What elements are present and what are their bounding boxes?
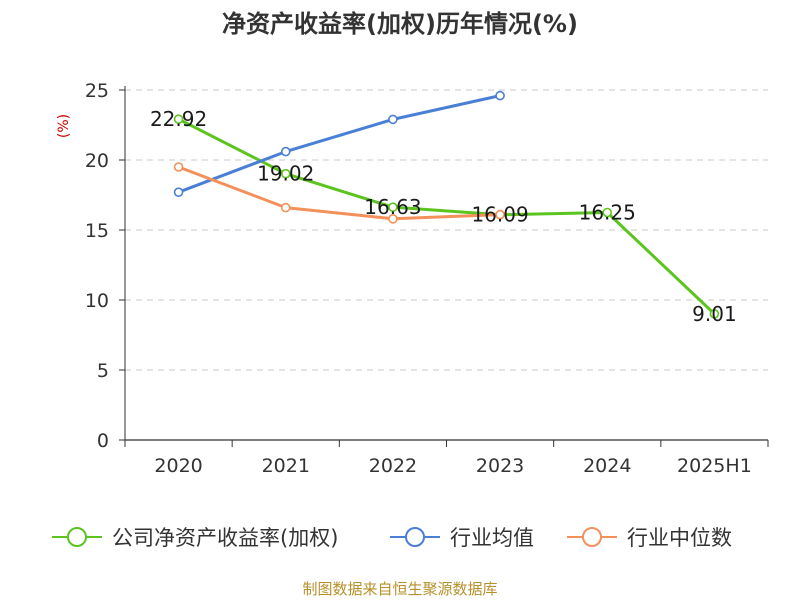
legend-label: 行业均值 [450,526,534,550]
x-tick-label: 2022 [369,455,417,477]
data-point [388,202,398,212]
data-label: 22.92 [150,107,207,131]
y-tick-label: 20 [85,150,109,172]
y-axis-label: (%) [56,114,72,138]
y-tick-label: 10 [85,290,109,312]
data-point [173,162,184,172]
source-note: 制图数据来自恒生聚源数据库 [302,580,497,598]
data-label: 19.02 [257,162,314,186]
data-label: 16.09 [471,203,528,227]
grid-lines [125,89,768,371]
series-lines [173,90,720,319]
legend-item: 行业中位数 [567,526,732,550]
legend-label: 公司净资产收益率(加权) [112,526,338,550]
data-point [280,202,291,213]
y-tick-label: 25 [85,80,109,102]
series-line-2 [178,165,501,221]
x-tick-label: 2025H1 [677,455,752,477]
chart-title: 净资产收益率(加权)历年情况(%) [222,10,578,38]
data-point [388,214,398,224]
data-label: 9.01 [692,302,737,326]
data-point [602,207,613,218]
legend-swatch-marker [405,527,425,547]
data-point [388,114,398,125]
y-tick-label: 15 [85,220,109,242]
data-point [280,146,291,157]
legend-item: 公司净资产收益率(加权) [52,526,338,550]
x-tick-label: 2024 [583,455,631,477]
series-line-1 [178,94,501,194]
data-label: 16.25 [579,201,636,225]
data-point [173,114,184,124]
data-label: 16.63 [364,195,421,219]
x-tick-label: 2020 [154,455,202,477]
x-tick-label: 2021 [262,455,310,477]
legend-item: 行业均值 [390,526,534,550]
legend-label: 行业中位数 [627,526,732,550]
data-point [709,309,720,319]
legend-swatch-marker [67,527,87,547]
data-point [495,209,505,220]
data-point [173,187,184,197]
legend: 公司净资产收益率(加权) 行业均值 行业中位数 [52,526,732,550]
data-point [495,90,505,101]
x-tick-label: 2023 [476,455,524,477]
legend-swatch-marker [582,527,602,547]
y-tick-label: 5 [97,360,109,382]
y-tick-label: 0 [97,430,109,452]
data-labels: 22.92 19.02 16.63 16.09 16.25 9.01 [150,107,737,326]
axes: 0 5 10 15 20 25 2020 2021 2022 2023 2024 2025H1 [85,80,769,477]
series-line-0 [177,117,716,315]
data-point [280,168,291,179]
